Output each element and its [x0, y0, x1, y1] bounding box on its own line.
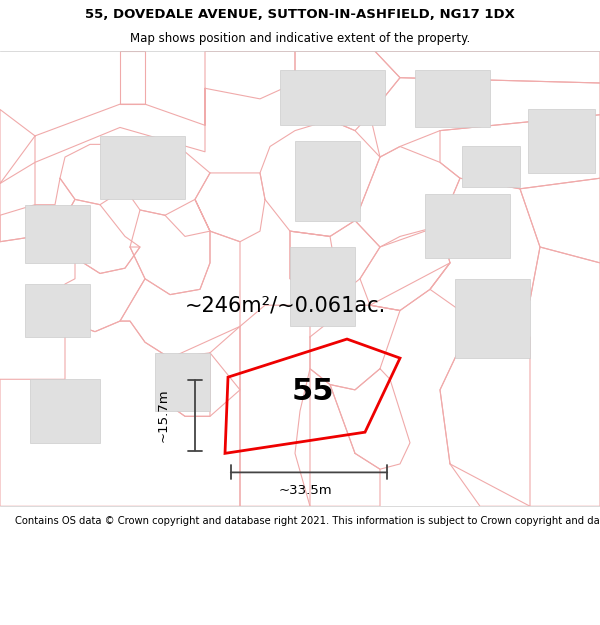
Text: Map shows position and indicative extent of the property.: Map shows position and indicative extent… — [130, 32, 470, 45]
Polygon shape — [30, 379, 100, 442]
Polygon shape — [295, 141, 360, 221]
Text: ~15.7m: ~15.7m — [157, 388, 170, 442]
Polygon shape — [415, 70, 490, 128]
Text: 55, DOVEDALE AVENUE, SUTTON-IN-ASHFIELD, NG17 1DX: 55, DOVEDALE AVENUE, SUTTON-IN-ASHFIELD,… — [85, 8, 515, 21]
Text: ~246m²/~0.061ac.: ~246m²/~0.061ac. — [184, 295, 386, 315]
Polygon shape — [25, 284, 90, 337]
Text: Contains OS data © Crown copyright and database right 2021. This information is : Contains OS data © Crown copyright and d… — [15, 516, 600, 526]
Polygon shape — [155, 353, 210, 411]
Text: 55: 55 — [292, 378, 334, 406]
Polygon shape — [290, 247, 355, 326]
Polygon shape — [455, 279, 530, 358]
Polygon shape — [280, 70, 385, 126]
Polygon shape — [462, 146, 520, 187]
Polygon shape — [25, 204, 90, 263]
Text: ~33.5m: ~33.5m — [278, 484, 332, 497]
Polygon shape — [100, 136, 185, 199]
Polygon shape — [425, 194, 510, 258]
Polygon shape — [528, 109, 595, 173]
